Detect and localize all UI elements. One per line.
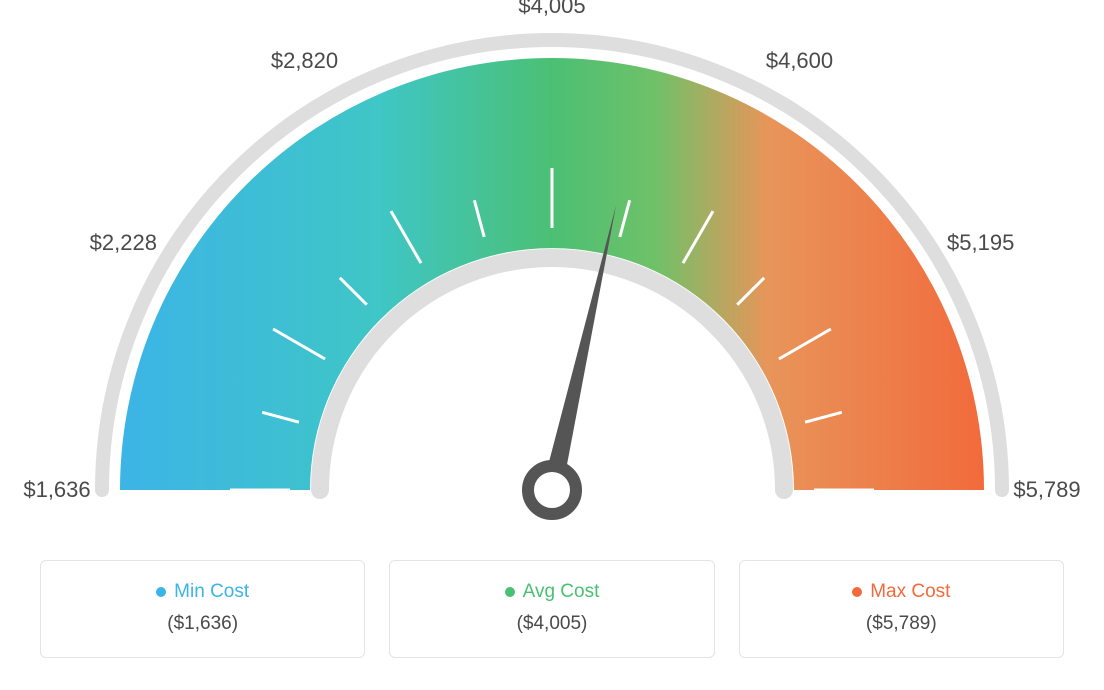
gauge-scale-label: $5,195 <box>947 230 1014 256</box>
gauge-scale-label: $2,228 <box>90 230 157 256</box>
avg-cost-card: Avg Cost ($4,005) <box>389 560 714 658</box>
gauge-svg <box>0 0 1104 560</box>
gauge-scale-label: $1,636 <box>23 477 90 503</box>
summary-row: Min Cost ($1,636) Avg Cost ($4,005) Max … <box>0 560 1104 658</box>
max-cost-value: ($5,789) <box>750 613 1053 635</box>
max-cost-label: Max Cost <box>870 581 950 603</box>
avg-dot-icon <box>505 587 515 597</box>
max-cost-card: Max Cost ($5,789) <box>739 560 1064 658</box>
min-cost-value: ($1,636) <box>51 613 354 635</box>
gauge-scale-label: $5,789 <box>1013 477 1080 503</box>
max-dot-icon <box>852 587 862 597</box>
avg-cost-value: ($4,005) <box>400 613 703 635</box>
min-dot-icon <box>156 587 166 597</box>
min-cost-label: Min Cost <box>174 581 249 603</box>
gauge-scale-label: $4,600 <box>766 48 833 74</box>
cost-gauge: $1,636 $2,228 $2,820 $4,005 $4,600 $5,195 $5,7… <box>0 0 1104 560</box>
avg-cost-label: Avg Cost <box>523 581 600 603</box>
gauge-scale-label: $2,820 <box>271 48 338 74</box>
gauge-scale-label: $4,005 <box>518 0 585 19</box>
min-cost-card: Min Cost ($1,636) <box>40 560 365 658</box>
